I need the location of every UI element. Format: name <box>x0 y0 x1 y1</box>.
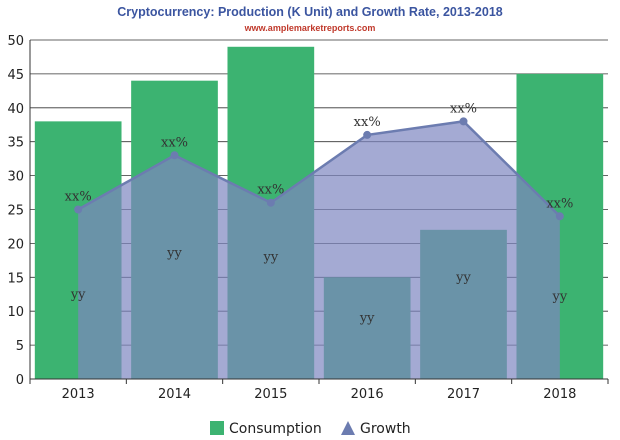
growth-area <box>78 121 560 380</box>
x-tick-label: 2017 <box>447 387 480 402</box>
y-tick-label: 45 <box>7 68 24 83</box>
legend-growth-triangle-icon <box>341 421 355 435</box>
legend-consumption-label[interactable]: Consumption <box>229 421 322 437</box>
growth-data-label: xx% <box>65 190 92 205</box>
growth-area-series <box>74 117 564 380</box>
y-tick-label: 0 <box>16 373 24 388</box>
growth-data-label: xx% <box>257 183 284 198</box>
bar-data-label: yy <box>70 287 86 302</box>
growth-point <box>266 198 275 207</box>
y-tick-label: 25 <box>7 204 24 219</box>
legend-consumption-swatch <box>210 421 224 435</box>
axes: 0 5 10 15 20 25 30 35 40 45 50 2013 2014 2015 2016 2017… <box>7 34 609 402</box>
growth-point <box>459 117 468 126</box>
y-tick-label: 15 <box>7 271 24 286</box>
growth-point <box>363 130 372 139</box>
legend-growth-label[interactable]: Growth <box>360 421 411 437</box>
growth-data-label: xx% <box>450 101 477 116</box>
growth-point <box>555 212 564 221</box>
growth-data-label: xx% <box>546 196 573 211</box>
x-tick-label: 2015 <box>254 387 287 402</box>
growth-data-label: xx% <box>354 115 381 130</box>
data-labels: yy yy yy yy yy yy xx% xx% xx% xx% xx% xx% <box>65 101 574 326</box>
y-tick-label: 40 <box>7 102 24 117</box>
growth-point <box>170 151 179 160</box>
y-tick-label: 5 <box>16 339 24 354</box>
x-tick-label: 2014 <box>158 387 191 402</box>
chart-subtitle: www.amplemarketreports.com <box>244 23 376 33</box>
y-tick-label: 10 <box>7 305 24 320</box>
growth-line <box>77 120 561 218</box>
bar-data-label: yy <box>166 246 182 261</box>
x-tick-label: 2016 <box>351 387 384 402</box>
y-tick-label: 50 <box>7 34 24 49</box>
growth-data-label: xx% <box>161 135 188 150</box>
bar-data-label: yy <box>455 270 471 285</box>
bar-data-label: yy <box>262 250 278 265</box>
chart-title: Cryptocurrency: Production (K Unit) and … <box>117 5 503 19</box>
y-tick-label: 20 <box>7 237 24 252</box>
growth-point <box>74 205 83 214</box>
y-tick-label: 30 <box>7 170 24 185</box>
x-tick-label: 2018 <box>543 387 576 402</box>
bar-data-label: yy <box>551 290 567 305</box>
x-tick-label: 2013 <box>62 387 95 402</box>
bar-data-label: yy <box>359 311 375 326</box>
y-tick-label: 35 <box>7 136 24 151</box>
legend: Consumption Growth <box>210 421 411 437</box>
